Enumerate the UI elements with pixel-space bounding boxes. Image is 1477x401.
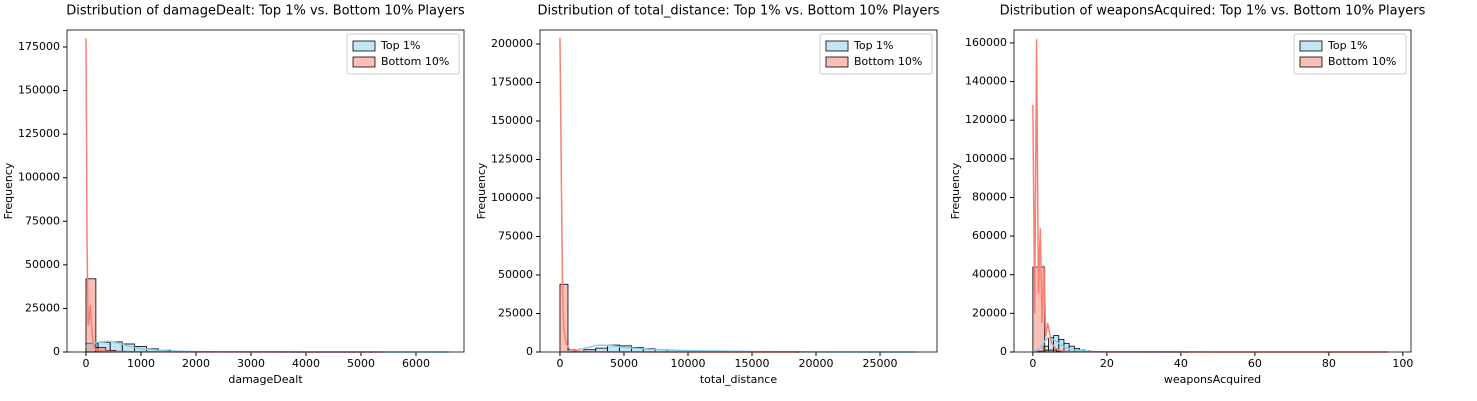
legend-swatch	[352, 40, 376, 52]
subplot: Distribution of weaponsAcquired: Top 1% …	[949, 4, 1426, 387]
y-tick-label: 25000	[498, 307, 533, 320]
y-axis-label: Frequency	[949, 162, 962, 219]
y-tick-label: 125000	[491, 153, 533, 166]
y-tick-label: 100000	[18, 171, 60, 184]
y-tick-label: 80000	[972, 190, 1007, 203]
y-tick-label: 0	[526, 345, 533, 358]
legend-label: Bottom 10%	[381, 55, 449, 68]
x-tick-label: 15000	[735, 357, 770, 370]
chart-title: Distribution of damageDealt: Top 1% vs. …	[66, 4, 465, 19]
y-axis-label: Frequency	[2, 162, 15, 219]
legend-label: Bottom 10%	[1328, 55, 1396, 68]
y-tick-label: 75000	[498, 230, 533, 243]
y-tick-label: 125000	[18, 127, 60, 140]
legend-swatch	[825, 40, 849, 52]
legend-label: Top 1%	[380, 39, 421, 52]
x-tick-label: 2000	[182, 357, 210, 370]
subplot: Distribution of damageDealt: Top 1% vs. …	[2, 4, 465, 387]
x-tick-label: 40	[1174, 357, 1188, 370]
y-tick-label: 20000	[972, 306, 1007, 319]
subplot: Distribution of total_distance: Top 1% v…	[475, 4, 940, 387]
y-tick-label: 50000	[498, 268, 533, 281]
axes-frame	[1013, 29, 1412, 353]
legend-label: Bottom 10%	[854, 55, 922, 68]
x-tick-label: 60	[1248, 357, 1262, 370]
x-tick-label: 100	[1392, 357, 1413, 370]
y-tick-label: 160000	[965, 36, 1007, 49]
x-tick-label: 20000	[799, 357, 834, 370]
x-tick-label: 4000	[292, 357, 320, 370]
x-tick-label: 0	[556, 357, 563, 370]
y-tick-label: 50000	[25, 258, 60, 271]
chart-title: Distribution of total_distance: Top 1% v…	[537, 4, 939, 19]
legend-swatch	[825, 56, 849, 68]
legend-swatch	[1299, 40, 1323, 52]
kde-line	[559, 37, 801, 353]
y-tick-label: 100000	[491, 191, 533, 204]
y-tick-label: 40000	[972, 268, 1007, 281]
legend: Top 1% Bottom 10%	[819, 33, 933, 75]
kde-line	[1032, 39, 1389, 353]
axes-frame	[66, 29, 465, 353]
y-tick-label: 25000	[25, 301, 60, 314]
chart-title: Distribution of weaponsAcquired: Top 1% …	[1000, 4, 1426, 19]
y-tick-label: 60000	[972, 229, 1007, 242]
x-tick-label: 80	[1322, 357, 1336, 370]
x-axis-label: total_distance	[700, 373, 777, 386]
x-tick-label: 6000	[402, 357, 430, 370]
y-tick-label: 175000	[18, 40, 60, 53]
legend-swatch	[1299, 56, 1323, 68]
x-tick-label: 20	[1100, 357, 1114, 370]
x-tick-label: 5000	[347, 357, 375, 370]
legend-swatch	[352, 56, 376, 68]
legend-label: Top 1%	[853, 39, 894, 52]
y-tick-label: 120000	[965, 113, 1007, 126]
kde-line	[85, 38, 383, 353]
y-axis-label: Frequency	[475, 162, 488, 219]
legend-label: Top 1%	[1327, 39, 1368, 52]
legend: Top 1% Bottom 10%	[1293, 33, 1407, 75]
x-tick-label: 0	[1029, 357, 1036, 370]
x-axis-label: damageDealt	[228, 373, 303, 386]
y-tick-label: 175000	[491, 76, 533, 89]
x-axis-label: weaponsAcquired	[1164, 373, 1261, 386]
axes-frame	[539, 29, 938, 353]
x-tick-label: 10000	[670, 357, 705, 370]
y-tick-label: 140000	[965, 75, 1007, 88]
x-tick-label: 5000	[610, 357, 638, 370]
x-tick-label: 1000	[127, 357, 155, 370]
legend: Top 1% Bottom 10%	[346, 33, 460, 75]
y-tick-label: 75000	[25, 214, 60, 227]
y-tick-label: 150000	[491, 114, 533, 127]
y-tick-label: 0	[53, 345, 60, 358]
x-tick-label: 3000	[237, 357, 265, 370]
x-tick-label: 0	[82, 357, 89, 370]
x-tick-label: 25000	[863, 357, 898, 370]
y-tick-label: 150000	[18, 84, 60, 97]
y-tick-label: 0	[1000, 345, 1007, 358]
y-tick-label: 100000	[965, 152, 1007, 165]
y-tick-label: 200000	[491, 37, 533, 50]
